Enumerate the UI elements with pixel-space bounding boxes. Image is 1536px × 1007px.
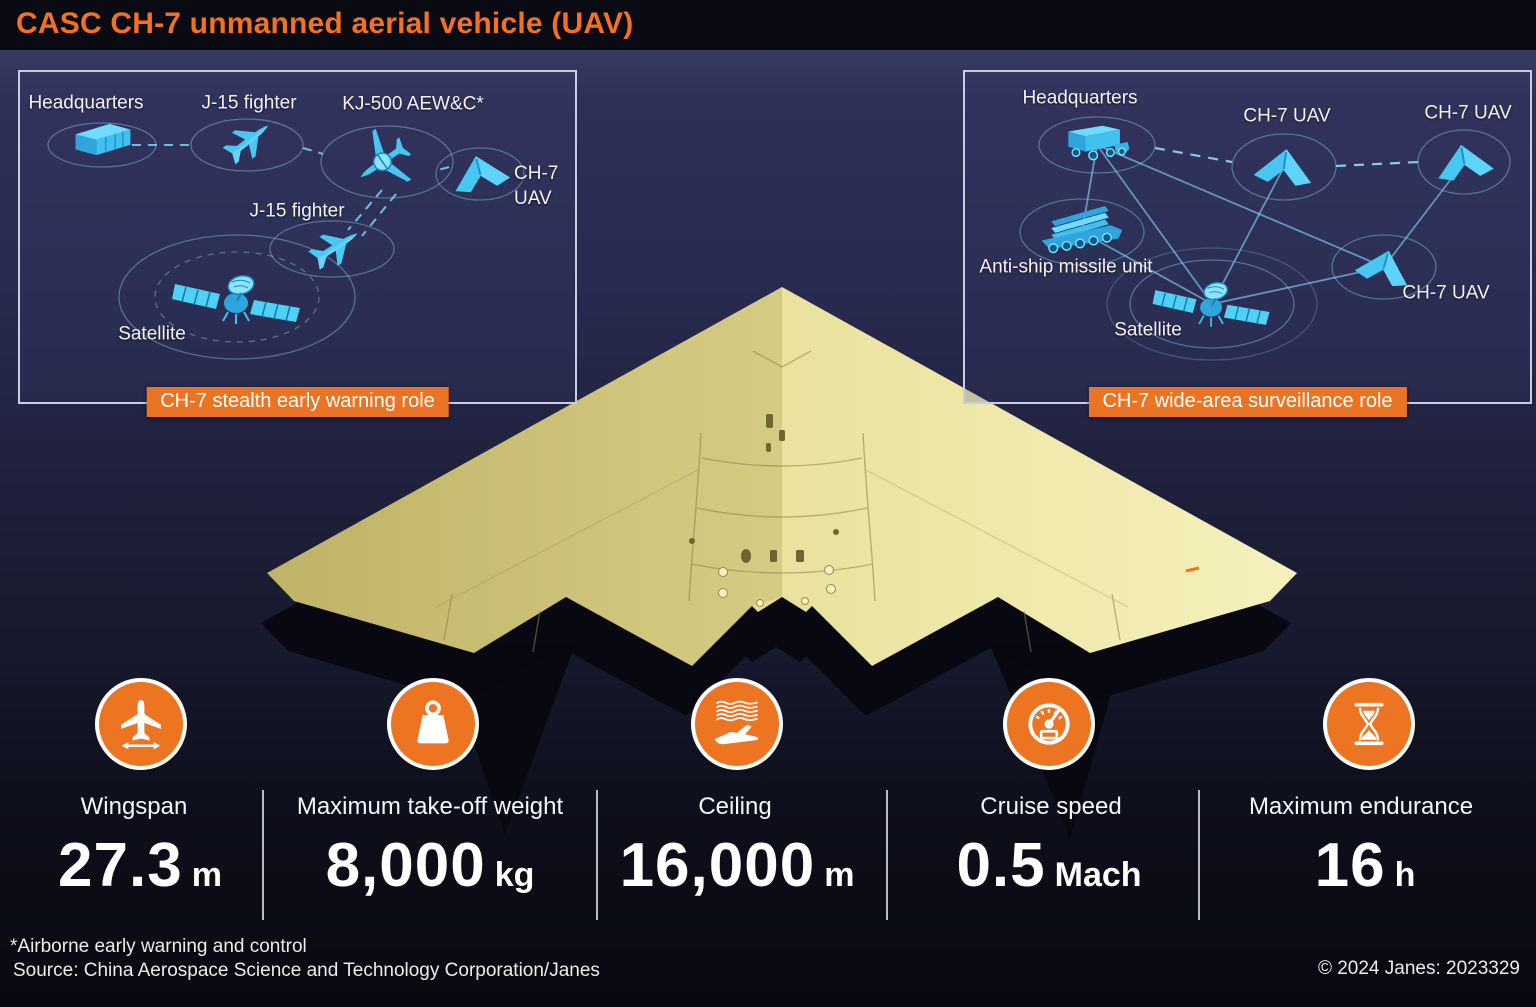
stat-unit: m: [824, 856, 855, 894]
node-label-j15-fighter: J-15 fighter: [201, 92, 297, 114]
missile-truck-icon: [1041, 205, 1123, 254]
node-label-headquarters: Headquarters: [1022, 87, 1138, 109]
satellite-icon: [1151, 279, 1271, 328]
node-label-satellite: Satellite: [118, 323, 186, 345]
stat-max-takeoff-weight: [283, 678, 583, 770]
stats-divider: [886, 790, 888, 920]
stat-label-wingspan: Wingspan: [80, 793, 188, 820]
ceiling-climb-icon: [691, 678, 783, 770]
weight-icon: [387, 678, 479, 770]
source-line: Source: China Aerospace Science and Tech…: [13, 960, 600, 981]
page-title: CASC CH-7 unmanned aerial vehicle (UAV): [16, 7, 634, 40]
left-panel-network-lines: [47, 118, 525, 360]
stat-number: 8,000: [325, 831, 486, 900]
uav-flying-wing-icon: [1251, 144, 1317, 189]
node-label-kj500-aewc: KJ-500 AEW&C*: [342, 93, 484, 115]
stat-wingspan: [0, 678, 291, 770]
panel-stealth-early-warning: Headquarters J-15 fighter KJ-500 AEW&C* …: [18, 70, 577, 417]
stat-unit: Mach: [1054, 856, 1142, 894]
node-label-ch7-uav-1: CH-7 UAV: [1243, 105, 1331, 127]
stat-label-max-endurance: Maximum endurance: [1248, 793, 1474, 820]
stat-value-max-endurance: 16 h: [1185, 830, 1536, 901]
headquarters-container-icon: [74, 123, 132, 156]
stats-divider: [1198, 790, 1200, 920]
node-label-headquarters: Headquarters: [28, 92, 144, 114]
panel-wide-area-surveillance: Headquarters CH-7 UAV CH-7 UAV Anti-ship…: [963, 70, 1532, 417]
stat-max-endurance: [1219, 678, 1519, 770]
stat-value-max-takeoff-weight: 8,000 kg: [250, 830, 610, 901]
satellite-icon: [171, 272, 301, 325]
node-label-j15-fighter-2: J-15 fighter: [249, 200, 345, 222]
stat-number: 0.5: [956, 831, 1046, 900]
stat-label-cruise-speed: Cruise speed: [980, 793, 1122, 820]
speedometer-icon: [1003, 678, 1095, 770]
right-panel-network-lines: [1019, 116, 1511, 361]
hourglass-icon: [1323, 678, 1415, 770]
stat-ceiling: [587, 678, 887, 770]
stat-number: 16: [1314, 831, 1386, 900]
plane-wingspan-icon: [95, 678, 187, 770]
stat-value-ceiling: 16,000 m: [557, 830, 917, 901]
header-bar: CASC CH-7 unmanned aerial vehicle (UAV): [0, 0, 1536, 50]
stat-unit: m: [191, 856, 222, 894]
stats-divider: [262, 790, 264, 920]
wing-orange-marking: [1185, 566, 1200, 573]
left-panel-caption: CH-7 stealth early warning role: [146, 387, 449, 417]
node-label-anti-ship-missile-unit: Anti-ship missile unit: [979, 256, 1153, 278]
stats-divider: [596, 790, 598, 920]
stat-label-max-takeoff-weight: Maximum take-off weight: [296, 793, 564, 820]
node-label-satellite: Satellite: [1114, 319, 1182, 341]
right-panel-caption: CH-7 wide-area surveillance role: [1088, 387, 1407, 417]
stat-number: 27.3: [58, 831, 183, 900]
node-label-ch7-uav: CH-7 UAV: [514, 163, 559, 209]
stat-label-ceiling: Ceiling: [698, 793, 772, 820]
stat-value-cruise-speed: 0.5 Mach: [869, 830, 1229, 901]
footnote-aewc: *Airborne early warning and control: [10, 936, 307, 957]
drone-body: [267, 287, 1297, 666]
node-label-ch7-uav-3: CH-7 UAV: [1402, 282, 1490, 304]
node-label-ch7-uav-2: CH-7 UAV: [1424, 102, 1512, 124]
copyright-line: © 2024 Janes: 2023329: [1317, 958, 1520, 979]
stat-value-wingspan: 27.3 m: [0, 830, 320, 901]
stat-unit: kg: [494, 856, 535, 894]
headquarters-truck-icon: [1067, 124, 1131, 161]
stat-number: 16,000: [619, 831, 816, 900]
stat-unit: h: [1394, 856, 1416, 894]
stat-cruise-speed: [899, 678, 1199, 770]
